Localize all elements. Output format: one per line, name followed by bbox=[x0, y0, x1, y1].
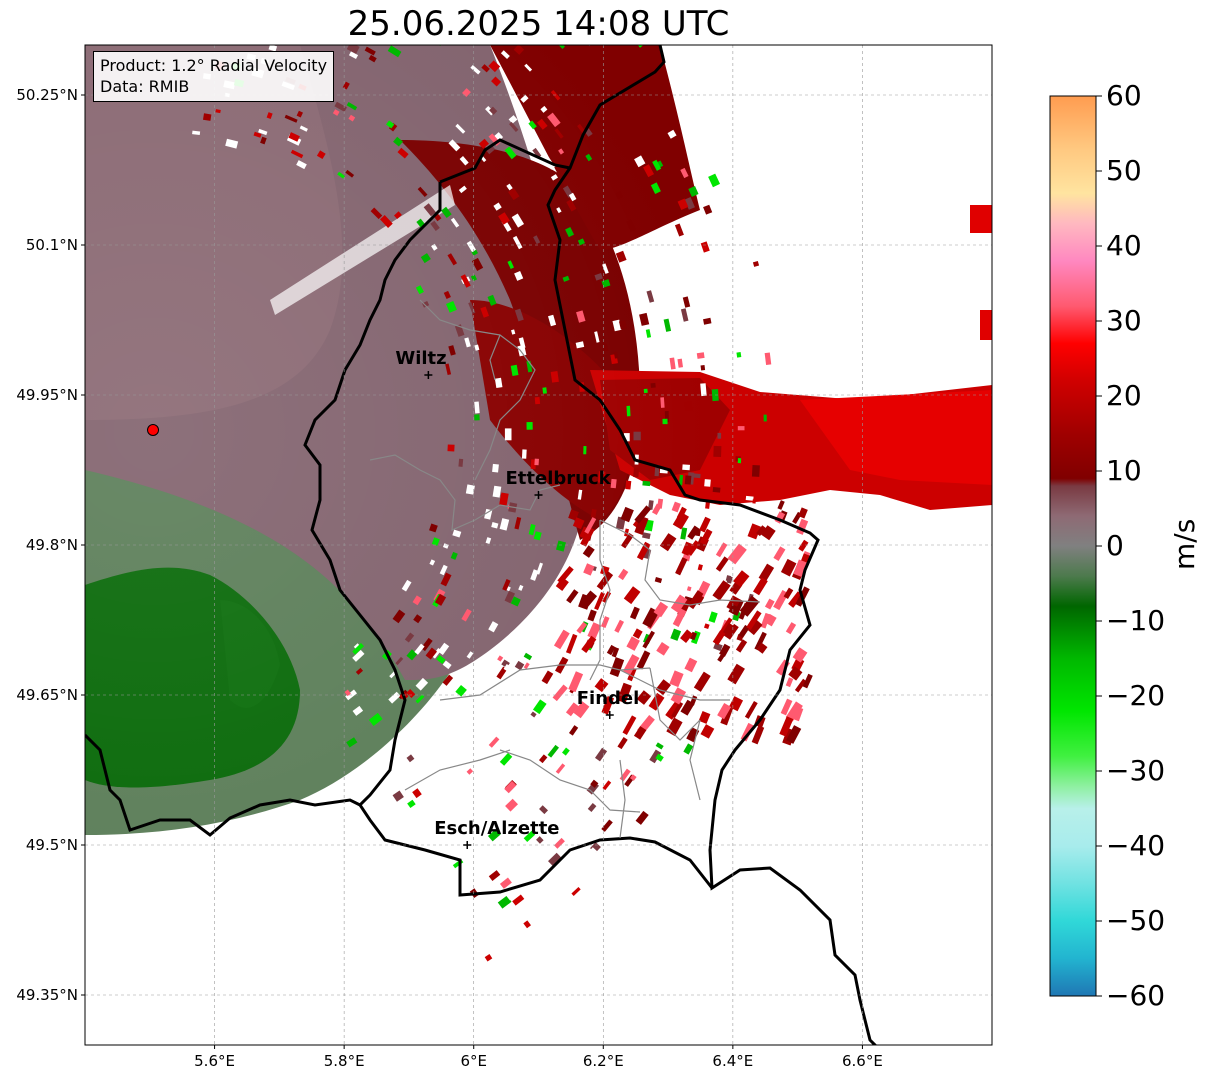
plot-area bbox=[85, 45, 992, 1045]
x-tick-label: 6.2°E bbox=[582, 1052, 624, 1070]
product-label: Product: 1.2° Radial Velocity bbox=[100, 56, 328, 75]
city-marker bbox=[424, 371, 433, 379]
colorbar-tick-label: 0 bbox=[1106, 529, 1124, 562]
map-title: 25.06.2025 14:08 UTC bbox=[347, 4, 730, 44]
city-label: Esch/Alzette bbox=[434, 818, 560, 839]
y-tick-label: 49.65°N bbox=[16, 686, 78, 704]
grid-lines bbox=[85, 45, 992, 1045]
colorbar-tick-label: 10 bbox=[1106, 454, 1142, 487]
y-tick-label: 50.1°N bbox=[25, 236, 78, 254]
colorbar-tick-label: −40 bbox=[1106, 829, 1166, 862]
colorbar-tick-label: 50 bbox=[1106, 154, 1142, 187]
x-tick-label: 6°E bbox=[460, 1052, 487, 1070]
city-label: Findel bbox=[576, 688, 640, 709]
data-source-label: Data: RMIB bbox=[100, 77, 190, 96]
colorbar-tick-label: −50 bbox=[1106, 904, 1166, 937]
echo-speckles bbox=[192, 45, 813, 962]
city-label: Wiltz bbox=[395, 348, 447, 369]
y-tick-label: 49.35°N bbox=[16, 986, 78, 1004]
y-tick-label: 50.25°N bbox=[16, 86, 78, 104]
info-box: Product: 1.2° Radial Velocity Data: RMIB bbox=[93, 51, 335, 102]
y-tick-label: 49.8°N bbox=[25, 536, 78, 554]
city-marker bbox=[534, 491, 543, 499]
axis-tick-marks bbox=[81, 94, 863, 1049]
colorbar-tick-label: 20 bbox=[1106, 379, 1142, 412]
x-tick-label: 6.6°E bbox=[842, 1052, 883, 1070]
colorbar-tick-label: 60 bbox=[1106, 79, 1142, 112]
colorbar-tick-label: −20 bbox=[1106, 679, 1166, 712]
city-label: Ettelbruck bbox=[505, 468, 611, 489]
country-border bbox=[85, 733, 361, 837]
x-tick-label: 5.6°E bbox=[194, 1052, 235, 1070]
radar-site-marker bbox=[147, 424, 160, 436]
colorbar-tick-label: 40 bbox=[1106, 229, 1142, 262]
country-border bbox=[546, 45, 878, 1045]
city-marker bbox=[463, 841, 472, 849]
colorbar-tick-label: −30 bbox=[1106, 754, 1166, 787]
colorbar-tick-label: 30 bbox=[1106, 304, 1142, 337]
colorbar-unit-label: m/s bbox=[1168, 518, 1201, 570]
city-marker bbox=[605, 711, 614, 719]
country-border bbox=[303, 138, 714, 897]
y-tick-label: 49.95°N bbox=[16, 386, 78, 404]
colorbar-tick-label: −10 bbox=[1106, 604, 1166, 637]
colorbar-ticks bbox=[1096, 95, 1102, 997]
y-tick-label: 49.5°N bbox=[25, 836, 78, 854]
colorbar-tick-label: −60 bbox=[1106, 979, 1166, 1012]
city-markers bbox=[424, 371, 614, 849]
x-tick-label: 5.8°E bbox=[323, 1052, 365, 1070]
colorbar bbox=[1049, 95, 1097, 997]
x-tick-label: 6.4°E bbox=[712, 1052, 754, 1070]
